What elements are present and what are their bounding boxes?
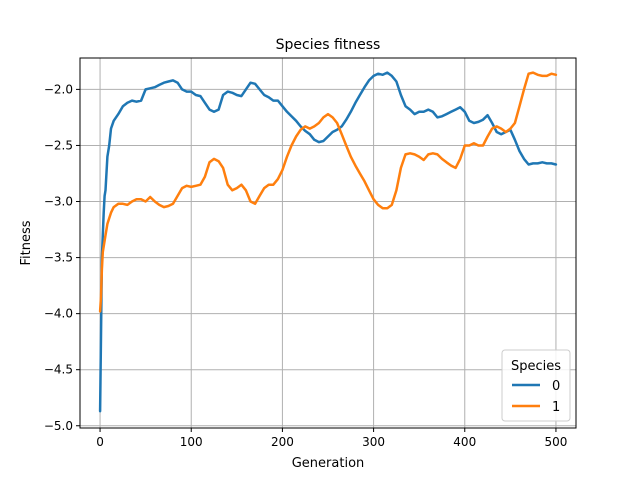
y-tick-label: −5.0 (44, 419, 73, 433)
x-tick-label: 300 (362, 435, 385, 449)
series-line-1 (98, 71, 558, 313)
grid (80, 58, 576, 428)
chart-title: Species fitness (276, 37, 381, 53)
y-axis-label: Fitness (19, 220, 34, 265)
plot-frame (79, 57, 577, 429)
x-tick-label: 0 (96, 435, 104, 449)
series-lines (98, 71, 558, 413)
axis-ticks: 0 100 200 300 400 500 −5.0 −4.5 −4.0 −3.5 −3.0 −2.5… (44, 82, 568, 449)
x-tick-label: 200 (271, 435, 294, 449)
y-tick-label: −3.5 (44, 251, 73, 265)
y-tick-label: −3.0 (44, 195, 73, 209)
x-axis-label: Generation (292, 456, 365, 471)
legend-title: Species (511, 359, 561, 374)
y-tick-label: −4.5 (44, 363, 73, 377)
legend-label-0: 0 (552, 379, 560, 394)
y-tick-label: −2.5 (44, 138, 73, 152)
x-tick-label: 400 (453, 435, 476, 449)
x-tick-label: 100 (180, 435, 203, 449)
series-line-0 (98, 71, 558, 413)
y-tick-label: −4.0 (44, 307, 73, 321)
y-tick-label: −2.0 (44, 82, 73, 96)
legend-label-1: 1 (552, 400, 560, 415)
legend: Species 0 1 (501, 349, 571, 422)
x-tick-label: 500 (544, 435, 567, 449)
